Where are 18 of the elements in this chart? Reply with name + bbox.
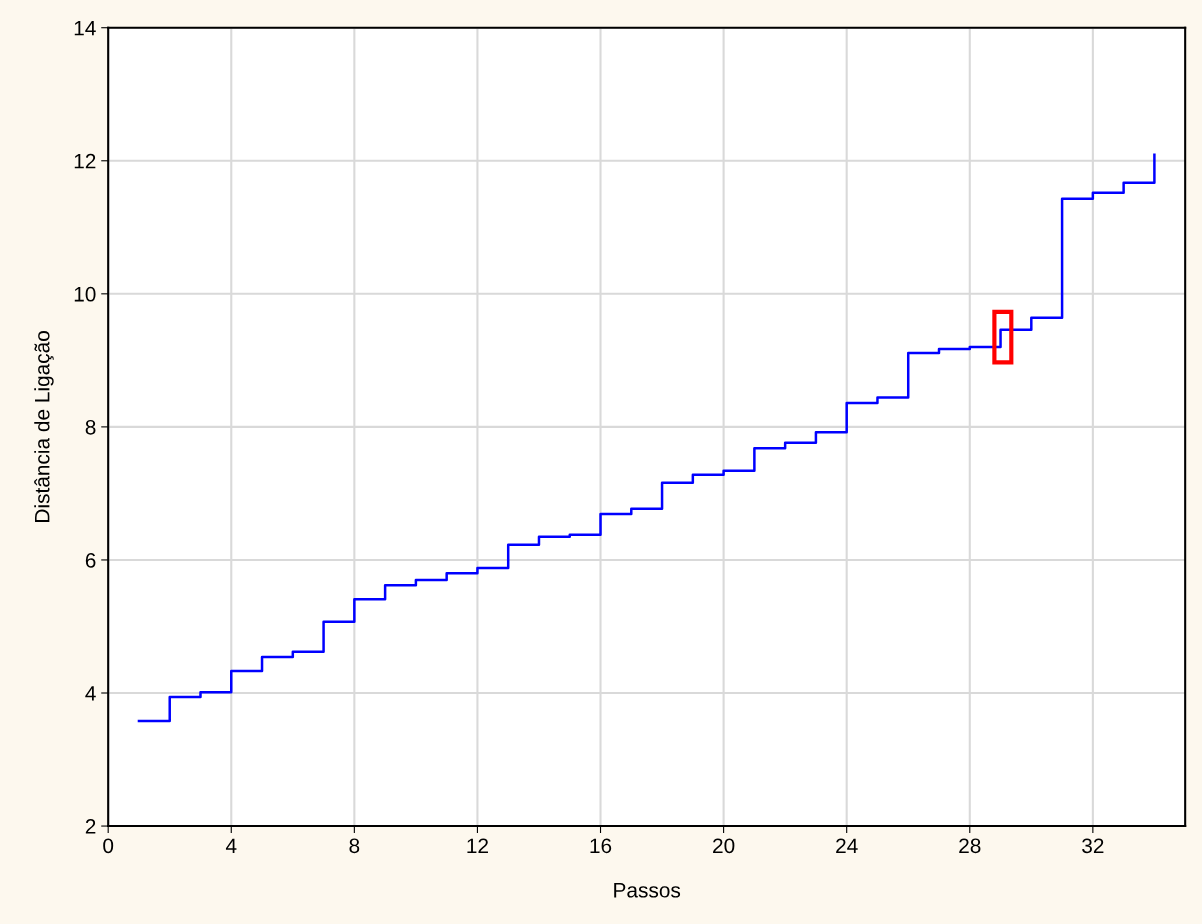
y-tick-label: 2 [85,819,96,834]
x-tick-label: 8 [349,838,360,854]
x-tick-label: 0 [103,838,114,854]
y-tick-label: 4 [85,686,96,701]
x-tick-label: 12 [467,838,488,853]
y-tick-label: 8 [85,419,96,435]
x-tick-label: 16 [590,838,612,854]
y-tick-label: 14 [74,20,96,36]
y-tick-label: 12 [74,153,96,169]
x-tick-label: 20 [713,838,735,854]
x-tick-label: 24 [836,838,858,853]
y-tick-label: 10 [74,286,96,302]
x-tick-label: 32 [1082,838,1104,854]
y-tick-label: 6 [85,552,96,568]
x-tick-label: 28 [959,838,981,854]
x-axis-title: Passos [614,883,681,898]
y-axis-title: Distância de Ligação [34,331,54,522]
x-tick-label: 4 [225,838,237,853]
